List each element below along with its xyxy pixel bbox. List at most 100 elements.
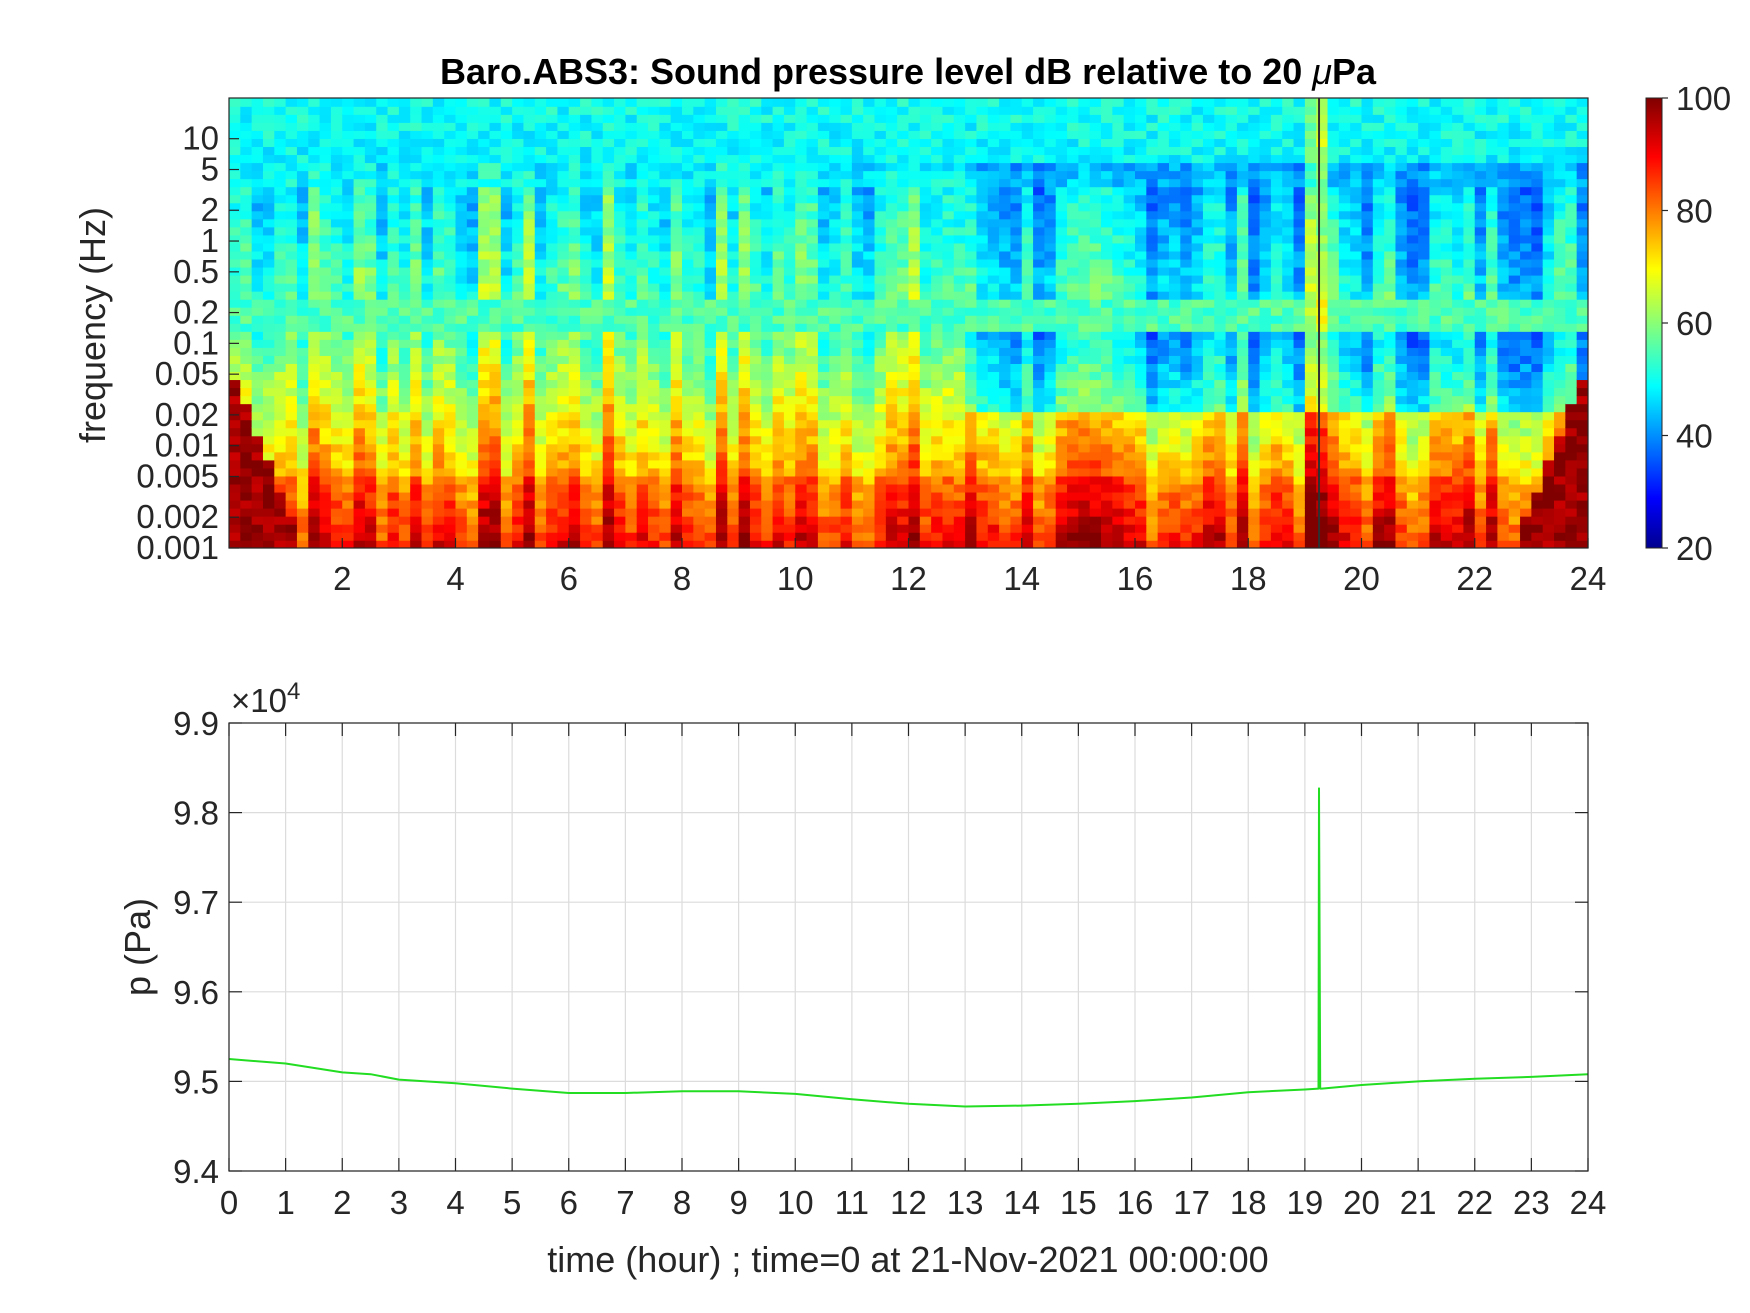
spectrogram-cell bbox=[727, 306, 740, 316]
spectrogram-cell bbox=[976, 483, 989, 493]
spectrogram-cell bbox=[704, 258, 717, 268]
spectrogram-cell bbox=[908, 114, 921, 123]
spectrogram-cell bbox=[1067, 274, 1080, 284]
spectrogram-cell bbox=[806, 282, 819, 292]
spectrogram-cell bbox=[1021, 507, 1034, 517]
spectrogram-cell bbox=[534, 403, 547, 413]
spectrogram-cell bbox=[1021, 523, 1034, 533]
spectrogram-cell bbox=[1078, 491, 1091, 501]
spectrogram-cell bbox=[908, 290, 921, 300]
spectrogram-cell bbox=[659, 475, 672, 485]
spectrogram-cell bbox=[421, 178, 434, 188]
spectrogram-cell bbox=[602, 411, 615, 421]
spectrogram-cell bbox=[1123, 186, 1136, 196]
spectrogram-cell bbox=[817, 531, 831, 541]
spectrogram-cell bbox=[353, 186, 366, 196]
spectrogram-cell bbox=[682, 106, 695, 115]
spectrogram-cell bbox=[693, 234, 706, 244]
spectrogram-cell bbox=[636, 515, 649, 525]
spectrogram-cell bbox=[330, 387, 344, 397]
spectrogram-cell bbox=[1089, 403, 1102, 413]
spectrogram-cell bbox=[829, 314, 842, 324]
spectrogram-cell bbox=[749, 371, 763, 381]
spectrogram-cell bbox=[296, 339, 310, 348]
spectrogram-cell bbox=[953, 306, 966, 316]
spectrogram-cell bbox=[1135, 483, 1148, 493]
spectrogram-cell bbox=[602, 226, 615, 236]
spectrogram-cell bbox=[987, 178, 1000, 188]
spectrogram-cell bbox=[636, 290, 649, 300]
spectrogram-cell bbox=[648, 467, 661, 477]
spectrogram-cell bbox=[1123, 234, 1136, 244]
spectrogram-cell bbox=[1010, 114, 1023, 123]
spectrogram-cell bbox=[512, 475, 525, 485]
spectrogram-cell bbox=[715, 339, 729, 348]
spectrogram-cell bbox=[478, 282, 491, 292]
spectrogram-cell bbox=[931, 531, 944, 541]
spectrogram-cell bbox=[342, 499, 355, 509]
spectrogram-cell bbox=[534, 130, 547, 139]
spectrogram-cell bbox=[693, 298, 706, 308]
spectrogram-cell bbox=[330, 234, 344, 244]
spectrogram-cell bbox=[1123, 355, 1136, 364]
spectrogram-cell bbox=[885, 355, 898, 364]
spectrogram-cell bbox=[342, 178, 355, 188]
spectrogram-cell bbox=[308, 331, 321, 340]
spectrogram-cell bbox=[489, 403, 502, 413]
spectrogram-cell bbox=[1225, 451, 1238, 461]
spectrogram-cell bbox=[1044, 218, 1057, 228]
spectrogram-cell bbox=[987, 106, 1000, 115]
spectrogram-cell bbox=[580, 411, 593, 421]
spectrogram-cell bbox=[1135, 298, 1148, 308]
spectrogram-cell bbox=[874, 379, 887, 389]
spectrogram-cell bbox=[1214, 515, 1227, 525]
spectrogram-cell bbox=[704, 170, 717, 180]
spectrogram-cell bbox=[704, 162, 717, 172]
spectrogram-cell bbox=[772, 483, 785, 493]
spectrogram-cell bbox=[908, 130, 921, 139]
spectrogram-cell bbox=[342, 154, 355, 164]
spectrogram-cell bbox=[1055, 451, 1068, 461]
spectrogram-cell bbox=[478, 290, 491, 300]
spectrogram-cell bbox=[398, 323, 412, 332]
spectrogram-cell bbox=[670, 282, 683, 292]
spectrogram-cell bbox=[523, 451, 536, 461]
spectrogram-cell bbox=[659, 395, 672, 405]
spectrogram-cell bbox=[1033, 106, 1046, 115]
spectrogram-cell bbox=[1112, 531, 1125, 541]
spectrogram-cell bbox=[953, 531, 966, 541]
spectrogram-cell bbox=[387, 539, 400, 548]
spectrogram-cell bbox=[387, 411, 400, 421]
spectrogram-cell bbox=[568, 459, 581, 469]
spectrogram-cell bbox=[251, 427, 264, 437]
spectrogram-cell bbox=[557, 331, 570, 340]
spectrogram-cell bbox=[478, 234, 491, 244]
spectrogram-cell bbox=[806, 250, 819, 260]
spectrogram-cell bbox=[240, 242, 253, 252]
spectrogram-cell bbox=[1236, 507, 1250, 517]
spectrogram-cell bbox=[478, 242, 491, 252]
spectrogram-cell bbox=[1055, 467, 1068, 477]
spectrogram-cell bbox=[727, 314, 740, 324]
spectrogram-cell bbox=[1180, 427, 1193, 437]
spectrogram-cell bbox=[1180, 162, 1193, 172]
spectrogram-cell bbox=[546, 162, 559, 172]
spectrogram-cell bbox=[262, 523, 276, 533]
spectrogram-cell bbox=[863, 331, 876, 340]
spectrogram-cell bbox=[1157, 226, 1170, 236]
spectrogram-cell bbox=[976, 347, 989, 356]
spectrogram-cell bbox=[659, 162, 672, 172]
spectrogram-cell bbox=[1078, 138, 1091, 148]
spectrogram-cell bbox=[885, 379, 898, 389]
spectrogram-cell bbox=[1225, 427, 1238, 437]
spectrogram-cell bbox=[953, 347, 966, 356]
spectrogram-cell bbox=[693, 531, 706, 541]
spectrogram-cell bbox=[500, 523, 513, 533]
spectrogram-cell bbox=[636, 218, 649, 228]
spectrogram-cell bbox=[897, 339, 910, 348]
spectrogram-cell bbox=[489, 451, 502, 461]
spectrogram-cell bbox=[1202, 483, 1216, 493]
spectrogram-cell bbox=[591, 130, 604, 139]
spectrogram-cell bbox=[931, 395, 944, 405]
spectrogram-cell bbox=[353, 515, 366, 525]
